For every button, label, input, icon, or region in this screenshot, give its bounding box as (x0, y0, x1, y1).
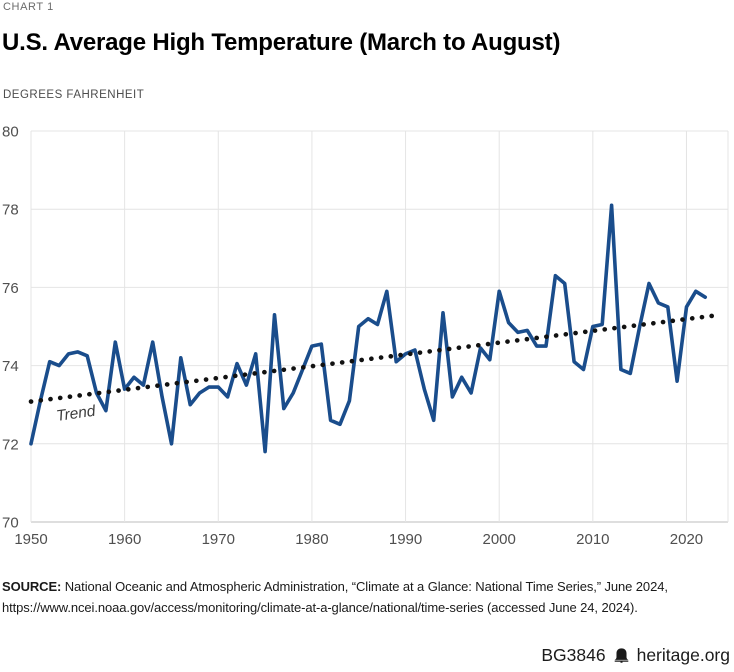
source-label: SOURCE: (2, 579, 62, 594)
x-axis-tick-label: 2010 (576, 531, 609, 548)
heritage-bell-icon (613, 647, 630, 664)
report-id: BG3846 (541, 645, 606, 665)
page-title: U.S. Average High Temperature (March to … (2, 29, 561, 56)
y-axis-tick-label: 80 (2, 124, 19, 141)
temperature-line (29, 203, 707, 454)
source-line1: National Oceanic and Atmospheric Adminis… (64, 579, 668, 594)
footer-brand: heritage.org (636, 645, 730, 665)
x-axis-tick-label: 1980 (295, 531, 328, 548)
x-axis-tick-label: 1950 (14, 531, 47, 548)
y-axis-tick-label: 78 (2, 202, 19, 219)
y-axis-tick-label: 70 (2, 515, 19, 532)
y-axis-units-label: DEGREES FAHRENHEIT (3, 89, 145, 101)
trend-label: Trend (55, 402, 98, 425)
source-line2: https://www.ncei.noaa.gov/access/monitor… (2, 600, 638, 615)
x-axis-tick-label: 2020 (670, 531, 703, 548)
y-axis-tick-label: 76 (2, 280, 19, 297)
source-note: SOURCE: National Oceanic and Atmospheric… (2, 576, 733, 618)
y-axis-tick-label: 74 (2, 358, 19, 375)
chart-kicker: CHART 1 (3, 1, 54, 13)
temperature-line-chart: 70 72 74 76 78 80 1950 1960 1970 1980 1990 2000 2010… (2, 124, 729, 548)
x-axis-tick-label: 1960 (108, 531, 141, 548)
x-axis-tick-label: 1970 (202, 531, 235, 548)
footer: BG3846 heritage.org (541, 645, 730, 666)
x-axis-tick-label: 2000 (483, 531, 516, 548)
y-axis-tick-label: 72 (2, 436, 19, 453)
trend-line (28, 313, 717, 404)
x-axis-tick-label: 1990 (389, 531, 422, 548)
